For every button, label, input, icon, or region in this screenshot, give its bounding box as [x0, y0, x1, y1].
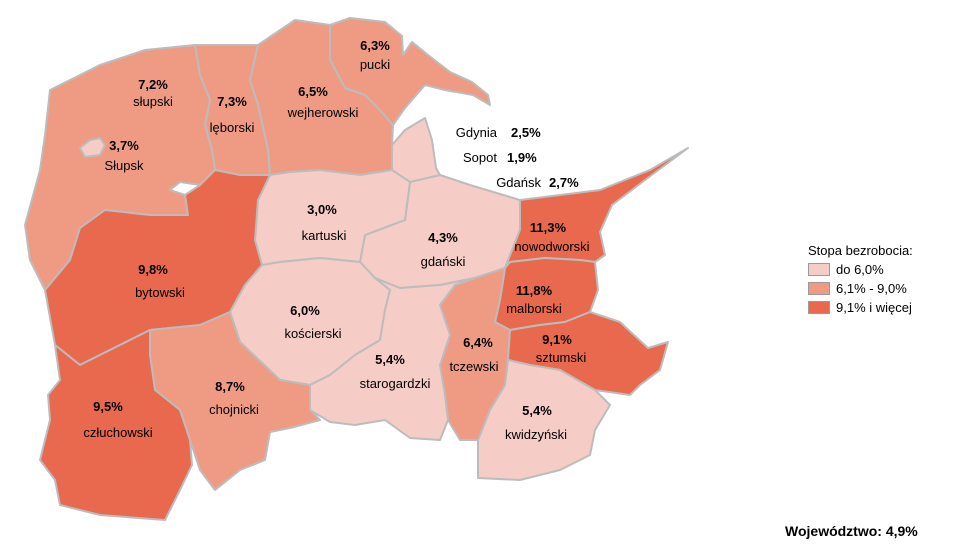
label-chojnicki-name: chojnicki — [209, 402, 259, 417]
label-leborski-value: 7,3% — [217, 94, 247, 109]
legend-item-high: 9,1% i więcej — [808, 298, 913, 317]
city-gdansk-value: 2,7% — [549, 175, 579, 190]
legend-item-low: do 6,0% — [808, 260, 913, 279]
map-legend: Stopa bezrobocia: do 6,0% 6,1% - 9,0% 9,… — [808, 243, 913, 317]
label-nowodworski-name: nowodworski — [514, 239, 589, 254]
label-sztumski-value: 9,1% — [542, 332, 572, 347]
legend-swatch-low — [808, 263, 830, 276]
label-koscierski-name: kościerski — [284, 326, 341, 341]
region-starogardzki[interactable] — [309, 277, 476, 441]
label-malborski-name: malborski — [506, 301, 562, 316]
label-slupsk-name: Słupsk — [104, 158, 144, 173]
label-leborski-name: lęborski — [210, 120, 255, 135]
label-slupsk-value: 3,7% — [109, 138, 139, 153]
legend-label-mid: 6,1% - 9,0% — [836, 281, 907, 296]
label-sztumski-name: sztumski — [536, 350, 587, 365]
label-tczewski-name: tczewski — [449, 359, 498, 374]
label-wejherowski-value: 6,5% — [298, 84, 328, 99]
label-kwidzynski-value: 5,4% — [522, 403, 552, 418]
city-sopot-name: Sopot — [463, 150, 497, 165]
label-koscierski-value: 6,0% — [290, 303, 320, 318]
legend-label-low: do 6,0% — [836, 262, 884, 277]
label-starogardzki-value: 5,4% — [375, 352, 405, 367]
label-kartuski-name: kartuski — [302, 228, 347, 243]
city-gdynia-name: Gdynia — [456, 125, 498, 140]
label-bytowski-value: 9,8% — [138, 262, 168, 277]
label-starogardzki-name: starogardzki — [360, 376, 431, 391]
label-pucki-name: pucki — [360, 57, 390, 72]
city-area-gdynia-sopot[interactable] — [391, 117, 441, 183]
label-kartuski-value: 3,0% — [307, 202, 337, 217]
region-slupski[interactable] — [24, 44, 216, 291]
label-slupski-value: 7,2% — [138, 77, 168, 92]
label-gdanski-name: gdański — [421, 254, 466, 269]
label-pucki-value: 6,3% — [360, 38, 390, 53]
region-kwidzynski[interactable] — [477, 359, 611, 481]
city-gdynia-value: 2,5% — [511, 125, 541, 140]
label-kwidzynski-name: kwidzyński — [505, 427, 567, 442]
city-gdansk-name: Gdańsk — [496, 175, 541, 190]
region-czluchowski[interactable] — [39, 329, 193, 521]
label-malborski-value: 11,8% — [516, 283, 553, 298]
legend-swatch-mid — [808, 282, 830, 295]
city-sopot-value: 1,9% — [507, 150, 537, 165]
label-czluchowski-name: człuchowski — [83, 425, 152, 440]
label-tczewski-value: 6,4% — [463, 335, 493, 350]
label-gdanski-value: 4,3% — [428, 230, 458, 245]
legend-label-high: 9,1% i więcej — [836, 300, 912, 315]
label-nowodworski-value: 11,3% — [530, 220, 567, 235]
label-bytowski-name: bytowski — [135, 285, 185, 300]
label-wejherowski-name: wejherowski — [287, 105, 359, 120]
label-slupski-name: słupski — [133, 94, 173, 109]
label-chojnicki-value: 8,7% — [215, 379, 245, 394]
legend-item-mid: 6,1% - 9,0% — [808, 279, 913, 298]
voivodeship-total: Województwo: 4,9% — [785, 523, 918, 539]
legend-title: Stopa bezrobocia: — [808, 243, 913, 258]
legend-swatch-high — [808, 301, 830, 314]
label-czluchowski-value: 9,5% — [93, 399, 123, 414]
region-slupsk-city[interactable] — [79, 137, 106, 158]
